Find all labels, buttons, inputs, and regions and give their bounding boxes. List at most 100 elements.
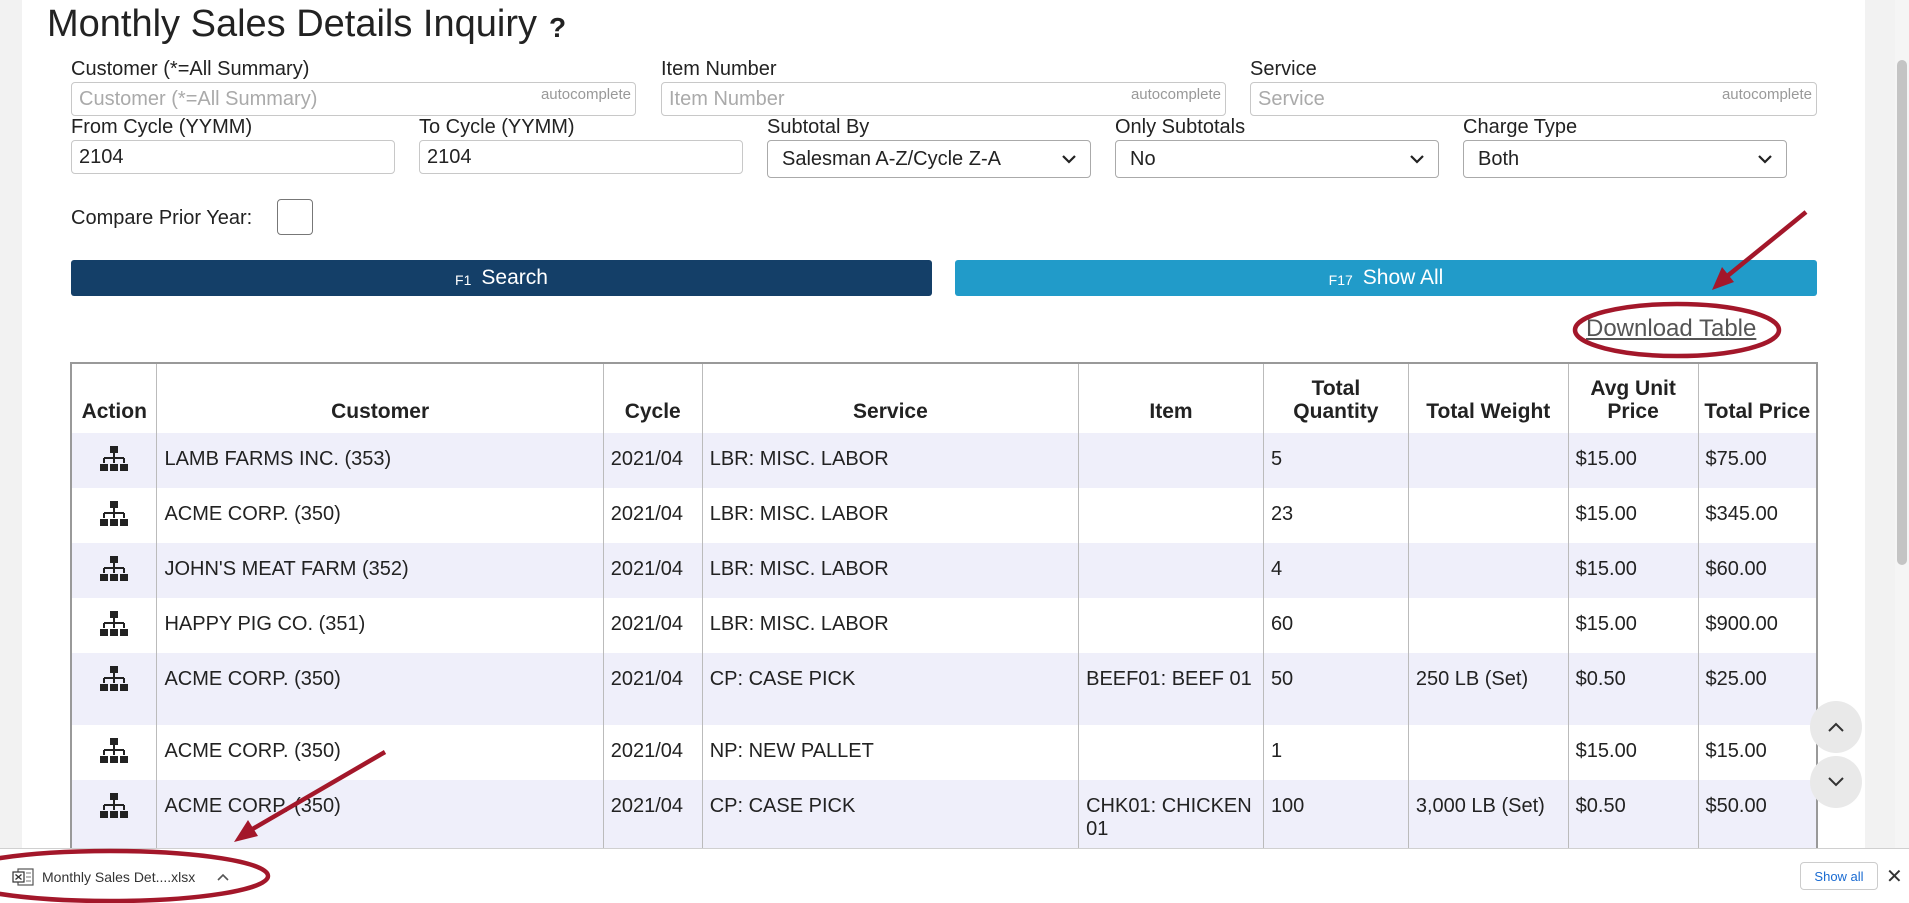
charge-type-select[interactable]: Both [1463, 140, 1787, 178]
cell-customer: LAMB FARMS INC. (353) [156, 433, 604, 488]
cell-action [71, 653, 158, 725]
cell-service: LBR: MISC. LABOR [702, 598, 1080, 653]
show-all-button[interactable]: F17 Show All [955, 260, 1817, 296]
downloads-show-all-button[interactable]: Show all [1800, 862, 1878, 890]
cell-total-price: $50.00 [1698, 780, 1818, 848]
cell-total-weight [1408, 433, 1569, 488]
cell-item [1078, 433, 1264, 488]
help-icon[interactable]: ? [549, 12, 567, 43]
customer-label: Customer (*=All Summary) [71, 58, 310, 80]
chevron-up-icon[interactable] [217, 873, 229, 881]
subtotal-by-select[interactable]: Salesman A-Z/Cycle Z-A [767, 140, 1091, 178]
sitemap-icon[interactable] [99, 737, 129, 765]
sitemap-icon[interactable] [99, 500, 129, 528]
cell-customer: ACME CORP. (350) [156, 725, 604, 780]
cell-total-quantity: 1 [1263, 725, 1409, 780]
sitemap-icon[interactable] [99, 555, 129, 583]
only-subtotals-value: No [1130, 147, 1156, 170]
cell-item [1078, 543, 1264, 598]
to-cycle-value: 2104 [427, 145, 472, 168]
cell-action [71, 725, 158, 780]
download-table-link[interactable]: Download Table [1586, 315, 1757, 342]
cell-total-weight: 250 LB (Set) [1408, 653, 1569, 725]
column-header-cycle[interactable]: Cycle [603, 363, 703, 433]
cell-avg-unit-price: $0.50 [1568, 780, 1699, 848]
table-row[interactable]: ACME CORP. (350) 2021/04 CP: CASE PICK CHK0… [71, 780, 1818, 848]
cell-total-price: $75.00 [1698, 433, 1818, 488]
page-scrollbar[interactable] [1895, 0, 1909, 848]
column-header-item[interactable]: Item [1078, 363, 1264, 433]
sitemap-icon[interactable] [99, 792, 129, 820]
chevron-down-icon [1410, 155, 1424, 164]
table-row[interactable]: ACME CORP. (350) 2021/04 NP: NEW PALLET 1 $1… [71, 725, 1818, 780]
only-subtotals-select[interactable]: No [1115, 140, 1439, 178]
cell-customer: ACME CORP. (350) [156, 488, 604, 543]
column-header-avg-unit-price[interactable]: Avg Unit Price [1568, 363, 1699, 433]
cell-avg-unit-price: $15.00 [1568, 543, 1699, 598]
column-header-service[interactable]: Service [702, 363, 1080, 433]
cell-item: BEEF01: BEEF 01 [1078, 653, 1264, 725]
cell-customer: ACME CORP. (350) [156, 653, 604, 725]
subtotal-by-value: Salesman A-Z/Cycle Z-A [782, 147, 1001, 170]
chevron-down-icon [1758, 155, 1772, 164]
cell-cycle: 2021/04 [603, 780, 703, 848]
cell-item: CHK01: CHICKEN 01 [1078, 780, 1264, 848]
search-button[interactable]: F1 Search [71, 260, 932, 296]
cell-service: CP: CASE PICK [702, 780, 1080, 848]
customer-input[interactable]: Customer (*=All Summary) autocomplete [71, 82, 636, 116]
from-cycle-input[interactable]: 2104 [71, 140, 395, 174]
show-all-button-label: Show All [1362, 266, 1444, 289]
cell-item [1078, 598, 1264, 653]
column-header-total-weight[interactable]: Total Weight [1408, 363, 1569, 433]
cell-action [71, 488, 158, 543]
cell-avg-unit-price: $0.50 [1568, 653, 1699, 725]
sitemap-icon[interactable] [99, 665, 129, 693]
cell-item [1078, 488, 1264, 543]
cell-customer: JOHN'S MEAT FARM (352) [156, 543, 604, 598]
cell-service: CP: CASE PICK [702, 653, 1080, 725]
from-cycle-value: 2104 [79, 145, 124, 168]
only-subtotals-label: Only Subtotals [1115, 116, 1246, 138]
cell-total-weight [1408, 543, 1569, 598]
cell-service: LBR: MISC. LABOR [702, 433, 1080, 488]
to-cycle-label: To Cycle (YYMM) [419, 116, 575, 138]
table-row[interactable]: HAPPY PIG CO. (351) 2021/04 LBR: MISC. LAB… [71, 598, 1818, 653]
cell-total-weight [1408, 725, 1569, 780]
cell-cycle: 2021/04 [603, 653, 703, 725]
cell-total-quantity: 60 [1263, 598, 1409, 653]
cell-total-price: $60.00 [1698, 543, 1818, 598]
cell-total-quantity: 23 [1263, 488, 1409, 543]
table-row[interactable]: ACME CORP. (350) 2021/04 CP: CASE PICK BEEF… [71, 653, 1818, 725]
subtotal-by-label: Subtotal By [767, 116, 870, 138]
cell-customer: ACME CORP. (350) [156, 780, 604, 848]
sitemap-icon[interactable] [99, 445, 129, 473]
sitemap-icon[interactable] [99, 610, 129, 638]
cell-total-weight [1408, 598, 1569, 653]
cell-total-quantity: 50 [1263, 653, 1409, 725]
downloaded-file-item[interactable]: Monthly Sales Det....xlsx [12, 864, 229, 890]
table-row[interactable]: JOHN'S MEAT FARM (352) 2021/04 LBR: MISC. … [71, 543, 1818, 598]
cell-cycle: 2021/04 [603, 725, 703, 780]
close-icon[interactable]: ✕ [1886, 866, 1903, 888]
scroll-down-button[interactable] [1810, 756, 1862, 808]
service-input[interactable]: Service autocomplete [1250, 82, 1817, 116]
column-header-total-price[interactable]: Total Price [1698, 363, 1818, 433]
column-header-total-quantity[interactable]: Total Quantity [1263, 363, 1409, 433]
scrollbar-thumb[interactable] [1897, 60, 1907, 565]
scroll-up-button[interactable] [1810, 701, 1862, 753]
cell-avg-unit-price: $15.00 [1568, 725, 1699, 780]
cell-service: NP: NEW PALLET [702, 725, 1080, 780]
column-header-customer[interactable]: Customer [156, 363, 604, 433]
cell-cycle: 2021/04 [603, 433, 703, 488]
cell-avg-unit-price: $15.00 [1568, 598, 1699, 653]
compare-prior-year-label: Compare Prior Year: [71, 207, 253, 229]
item-number-input[interactable]: Item Number autocomplete [661, 82, 1226, 116]
cell-action [71, 543, 158, 598]
column-header-action[interactable]: Action [71, 363, 158, 433]
cell-avg-unit-price: $15.00 [1568, 488, 1699, 543]
cell-total-weight: 3,000 LB (Set) [1408, 780, 1569, 848]
table-row[interactable]: LAMB FARMS INC. (353) 2021/04 LBR: MISC. L… [71, 433, 1818, 488]
to-cycle-input[interactable]: 2104 [419, 140, 743, 174]
compare-prior-year-checkbox[interactable] [277, 199, 313, 235]
table-row[interactable]: ACME CORP. (350) 2021/04 LBR: MISC. LABOR 2… [71, 488, 1818, 543]
